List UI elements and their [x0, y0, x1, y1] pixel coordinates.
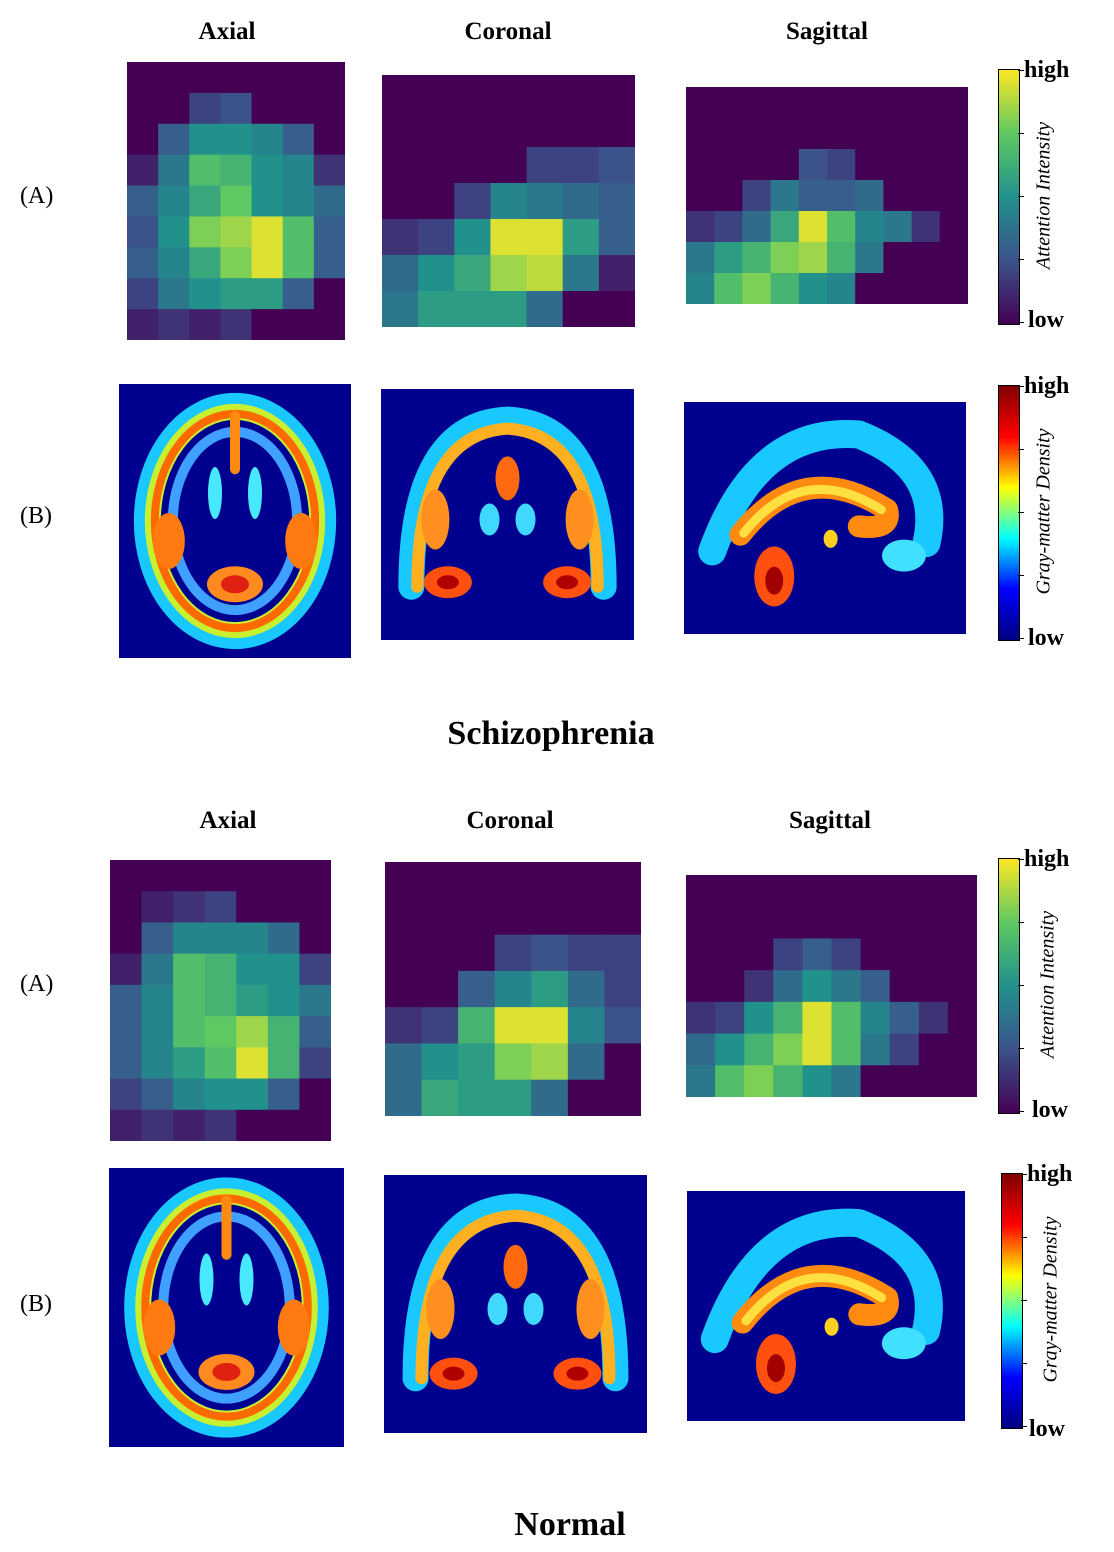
gray-matter-map-axial [119, 384, 351, 658]
colorbar-high-label: high [1024, 846, 1070, 872]
colorbar-low-label: low [1032, 1097, 1068, 1123]
colorbar-low-label: low [1028, 307, 1064, 333]
gray-matter-map-sagittal [684, 402, 966, 634]
column-title-axial: Axial [198, 18, 256, 45]
colorbar-gray-matter: high low Gray-matter Density [998, 373, 1108, 651]
colorbar-attention: high low Attention Intensity [998, 846, 1108, 1123]
column-title-coronal: Coronal [466, 807, 554, 834]
column-title-sagittal: Sagittal [789, 807, 871, 834]
colorbar-high-label: high [1024, 57, 1070, 83]
colorbar-gradient [998, 385, 1020, 641]
row-label-b: (B) [20, 503, 52, 529]
colorbar-low-label: low [1029, 1416, 1065, 1442]
attention-map-sagittal [686, 875, 977, 1097]
colorbar-low-label: low [1028, 625, 1064, 651]
column-title-axial: Axial [199, 807, 257, 834]
gray-matter-map-coronal [381, 389, 634, 640]
attention-map-axial [127, 62, 345, 340]
colorbar-high-label: high [1024, 373, 1070, 399]
column-title-sagittal: Sagittal [786, 18, 868, 45]
colorbar-title: Gray-matter Density [1032, 428, 1055, 595]
colorbar-gradient [998, 69, 1020, 325]
colorbar-title: Attention Intensity [1036, 910, 1059, 1059]
colorbar-gray-matter: high low Gray-matter Density [1001, 1161, 1111, 1442]
colorbar-title: Gray-matter Density [1039, 1216, 1062, 1383]
colorbar-high-label: high [1027, 1161, 1073, 1187]
row-label-a: (A) [20, 183, 54, 209]
gray-matter-map-coronal [384, 1175, 647, 1433]
group-title-schizophrenia: Schizophrenia [447, 715, 655, 752]
colorbar-gradient [998, 858, 1020, 1114]
gray-matter-map-sagittal [687, 1191, 965, 1421]
row-label-b: (B) [20, 1291, 52, 1317]
colorbar-title: Attention Intensity [1032, 121, 1055, 270]
attention-map-sagittal [686, 87, 968, 304]
group-title-normal: Normal [514, 1506, 626, 1543]
attention-map-axial [110, 860, 331, 1141]
colorbar-attention: high low Attention Intensity [998, 57, 1108, 333]
attention-map-coronal [382, 75, 635, 327]
gray-matter-map-axial [109, 1168, 344, 1447]
attention-map-coronal [385, 862, 641, 1116]
row-label-a: (A) [20, 971, 54, 997]
colorbar-gradient [1001, 1173, 1023, 1429]
column-title-coronal: Coronal [464, 18, 552, 45]
